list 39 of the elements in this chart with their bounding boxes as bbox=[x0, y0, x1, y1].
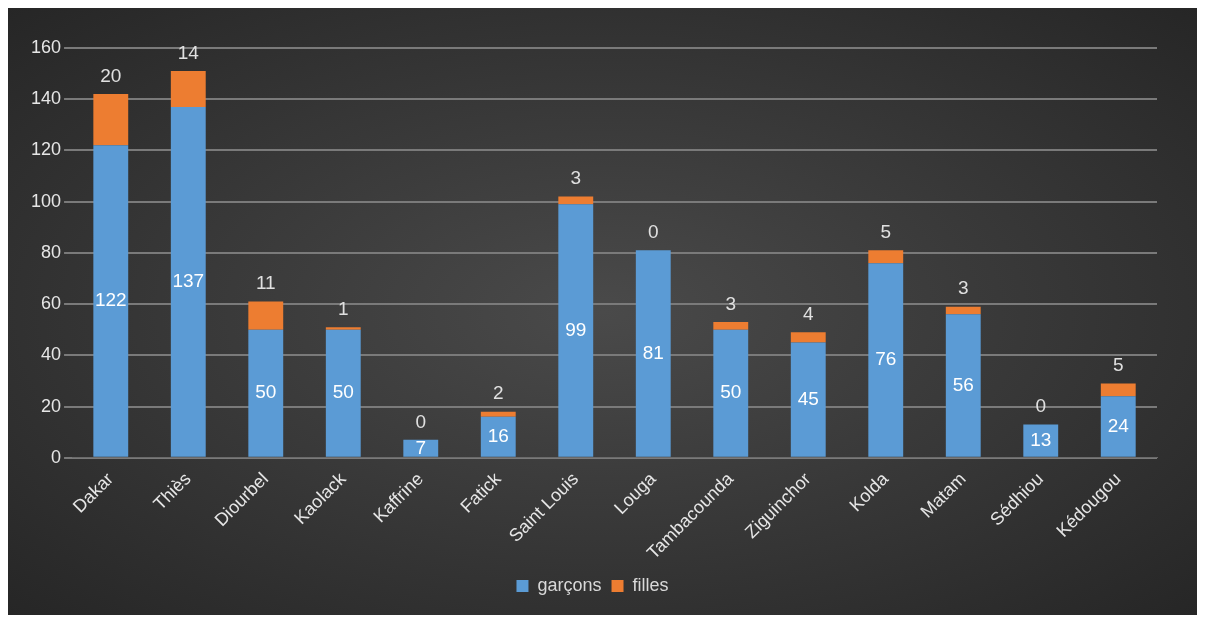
legend-label: filles bbox=[632, 574, 669, 595]
data-label: 3 bbox=[725, 292, 737, 314]
data-label: 4 bbox=[802, 303, 814, 325]
data-label: 99 bbox=[565, 318, 587, 340]
data-label: 24 bbox=[1107, 414, 1130, 436]
data-label: 11 bbox=[255, 272, 276, 294]
data-label: 76 bbox=[875, 348, 897, 370]
data-label: 0 bbox=[415, 410, 427, 432]
y-tick-label: 120 bbox=[30, 139, 62, 160]
data-label: 14 bbox=[177, 41, 200, 63]
data-label: 45 bbox=[797, 387, 819, 409]
data-label: 3 bbox=[570, 167, 582, 189]
data-label: 3 bbox=[957, 277, 969, 299]
y-tick-label: 100 bbox=[30, 190, 62, 211]
legend-label: garçons bbox=[537, 574, 602, 595]
data-label: 81 bbox=[642, 341, 664, 363]
data-label: 0 bbox=[1035, 395, 1047, 417]
data-label: 50 bbox=[255, 381, 277, 403]
data-label: 5 bbox=[880, 221, 892, 243]
data-label: 5 bbox=[1112, 354, 1124, 376]
data-label: 7 bbox=[415, 436, 427, 458]
y-tick-label: 80 bbox=[41, 241, 62, 262]
data-label: 137 bbox=[172, 270, 205, 292]
data-label: 56 bbox=[952, 373, 974, 395]
data-label: 16 bbox=[487, 425, 509, 447]
data-label: 50 bbox=[332, 381, 354, 403]
data-label: 122 bbox=[94, 289, 127, 311]
data-label: 0 bbox=[647, 221, 659, 243]
data-label: 1 bbox=[337, 297, 349, 319]
data-label: 2 bbox=[492, 382, 504, 404]
data-label: 20 bbox=[100, 64, 122, 86]
y-tick-label: 0 bbox=[51, 446, 62, 467]
y-tick-label: 20 bbox=[41, 395, 62, 416]
y-tick-label: 60 bbox=[41, 293, 62, 314]
y-tick-label: 140 bbox=[30, 88, 62, 109]
data-label: 50 bbox=[720, 381, 742, 403]
data-label: 13 bbox=[1030, 428, 1052, 450]
y-tick-label: 160 bbox=[30, 36, 62, 57]
y-tick-label: 40 bbox=[41, 344, 62, 365]
